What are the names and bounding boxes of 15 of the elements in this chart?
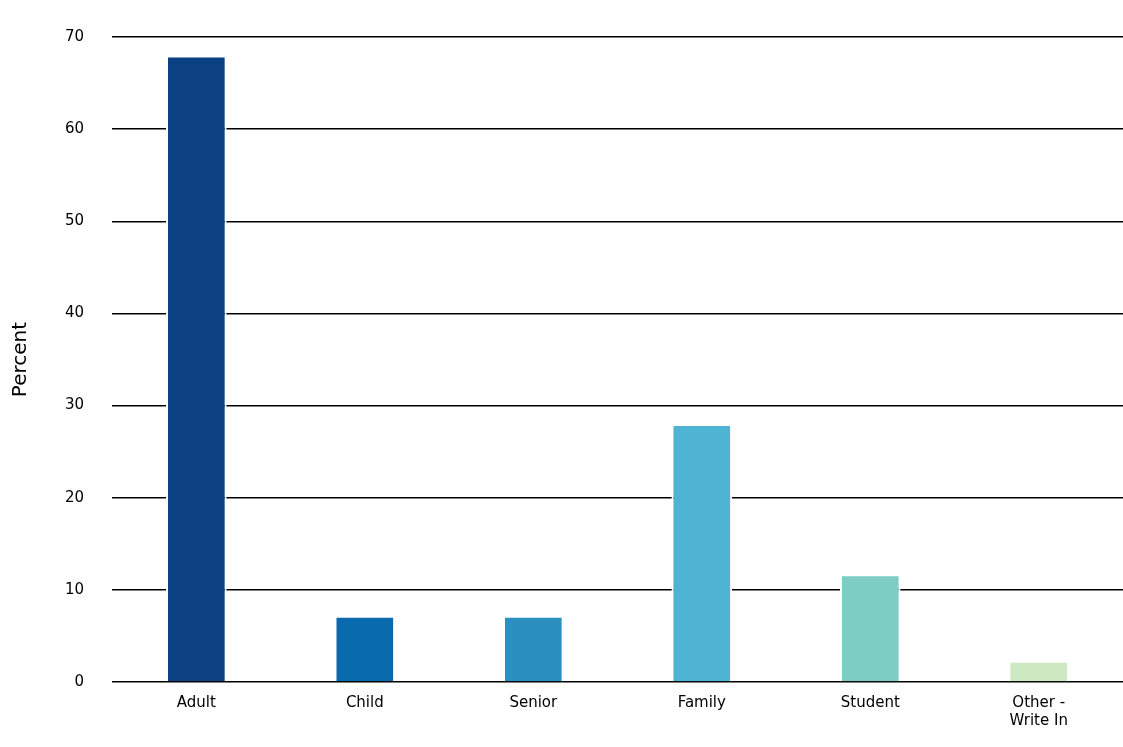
x-tick-label: Senior	[509, 692, 559, 711]
x-tick-label: Student	[840, 692, 900, 711]
y-tick-label: 40	[64, 303, 85, 322]
y-axis-title: Percent	[7, 321, 32, 398]
y-tick-label: 50	[64, 211, 85, 230]
y-tick-label: 60	[64, 119, 85, 138]
y-tick-label: 0	[74, 671, 85, 690]
x-tick-label: Family	[677, 692, 727, 711]
y-tick-label: 20	[64, 487, 85, 506]
x-tick-label: Other - Write In	[1009, 692, 1068, 729]
x-tick-label: Child	[345, 692, 384, 711]
x-tick-label: Adult	[176, 692, 216, 711]
y-tick-label: 70	[64, 26, 85, 45]
y-tick-label: 30	[64, 395, 85, 414]
y-tick-label: 10	[64, 579, 85, 598]
